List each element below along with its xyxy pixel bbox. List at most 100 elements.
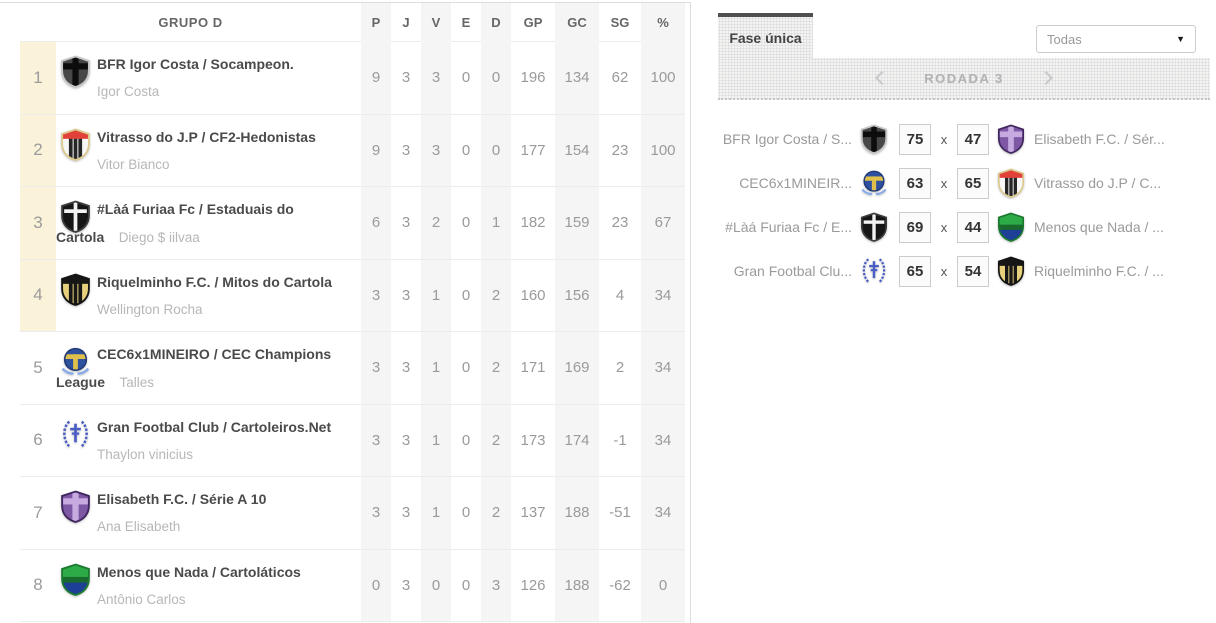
stat-j: 3 <box>401 576 411 594</box>
home-score: 75 <box>899 123 931 155</box>
team-name: BFR Igor Costa / Socampeon. <box>97 56 294 72</box>
match-row[interactable]: CEC6x1MINEIR... 63 x 65 Vitrasso do J.P … <box>718 161 1210 205</box>
stat-gc: 154 <box>555 114 599 186</box>
stat-v: 1 <box>421 477 451 549</box>
match-home-team: Gran Footbal Clu... <box>733 263 852 279</box>
position-cell: 5 <box>20 332 56 404</box>
stat-gp: 182 <box>520 214 546 232</box>
club-badge-icon <box>59 273 92 306</box>
stat-j: 3 <box>401 214 411 232</box>
stat-sg: 23 <box>611 214 629 232</box>
away-club-badge-icon <box>996 212 1026 242</box>
match-away-team: Menos que Nada / ... <box>1034 219 1164 235</box>
table-row[interactable]: 6 Gran Footbal Club / Cartoleiros.Net Th… <box>20 404 685 477</box>
col-header-sg: SG <box>610 14 630 30</box>
team-cell: Elisabeth F.C. / Série A 10 Ana Elisabet… <box>56 477 361 549</box>
table-row[interactable]: 1 BFR Igor Costa / Socampeon. Igor Costa… <box>20 42 685 115</box>
stat-pct: 34 <box>641 404 685 476</box>
home-score: 69 <box>899 211 931 243</box>
home-club-badge-icon <box>859 256 889 286</box>
stat-p: 0 <box>361 549 391 621</box>
team-cell: Riquelminho F.C. / Mitos do Cartola Well… <box>56 260 361 332</box>
match-home-team: #Làá Furiaa Fc / E... <box>725 219 852 235</box>
club-badge-icon <box>59 563 92 596</box>
club-badge-icon <box>59 200 92 233</box>
stat-gp: 171 <box>520 359 546 377</box>
position-number: 7 <box>33 502 43 522</box>
match-home-team: BFR Igor Costa / S... <box>722 131 852 147</box>
match-away-team: Vitrasso do J.P / C... <box>1034 175 1162 191</box>
stat-p: 3 <box>361 332 391 404</box>
stat-v: 3 <box>421 114 451 186</box>
team-name: Vitrasso do J.P / CF2-Hedonistas <box>97 128 316 145</box>
position-number: 2 <box>33 140 43 160</box>
manager-name: Wellington Rocha <box>97 301 203 317</box>
team-name-continued: Cartola <box>56 229 105 245</box>
away-score: 44 <box>957 211 989 243</box>
stat-v: 2 <box>421 187 451 259</box>
manager-name: Talles <box>119 375 154 390</box>
team-name: Menos que Nada / Cartoláticos <box>97 563 301 580</box>
team-name: Riquelminho F.C. / Mitos do Cartola <box>97 273 332 290</box>
stat-pct: 34 <box>641 259 685 331</box>
position-number: 8 <box>33 575 43 595</box>
previous-round-button[interactable] <box>870 68 890 88</box>
col-header-d: D <box>481 2 511 42</box>
score-separator: x <box>940 131 948 147</box>
position-number: 3 <box>33 212 43 232</box>
club-badge-icon <box>59 128 92 161</box>
position-number: 5 <box>33 357 43 377</box>
group-title: GRUPO D <box>158 14 223 30</box>
home-club-badge-icon <box>859 168 889 198</box>
stat-sg: -1 <box>613 431 627 449</box>
position-number: 6 <box>33 430 43 450</box>
team-name: CEC6x1MINEIRO / CEC Champions <box>97 346 332 362</box>
table-row[interactable]: 7 Elisabeth F.C. / Série A 10 Ana Elisab… <box>20 477 685 550</box>
club-badge-icon <box>59 345 92 378</box>
stat-d: 2 <box>481 259 511 331</box>
next-round-button[interactable] <box>1038 68 1058 88</box>
away-score: 47 <box>957 123 989 155</box>
team-cell: Gran Footbal Club / Cartoleiros.Net Thay… <box>56 405 361 477</box>
standings-section: GRUPO D P J V E D GP GC SG % 1 BFR Igor … <box>0 2 691 623</box>
stat-d: 0 <box>481 114 511 186</box>
table-row[interactable]: 4 Riquelminho F.C. / Mitos do Cartola We… <box>20 259 685 332</box>
stat-pct: 34 <box>641 477 685 549</box>
round-navigation: RODADA 3 <box>718 58 1210 100</box>
stat-pct: 34 <box>641 332 685 404</box>
col-header-j: J <box>402 14 410 30</box>
matches-panel: Fase única Todas ▼ RODADA 3 BFR Igor Cos… <box>718 13 1210 613</box>
stat-p: 3 <box>361 259 391 331</box>
table-row[interactable]: 5 CEC6x1MINEIRO / CEC Champions League T… <box>20 332 685 405</box>
team-subline: Wellington Rocha <box>97 300 361 320</box>
team-cell: Menos que Nada / Cartoláticos Antônio Ca… <box>56 550 361 622</box>
phase-filter-select[interactable]: Todas ▼ <box>1036 25 1196 53</box>
match-row[interactable]: #Làá Furiaa Fc / E... 69 x 44 Menos que … <box>718 205 1210 249</box>
tab-fase-unica[interactable]: Fase única <box>718 13 813 58</box>
away-club-badge-icon <box>996 256 1026 286</box>
home-score: 65 <box>899 255 931 287</box>
stat-gp: 126 <box>520 576 546 594</box>
position-cell: 8 <box>20 550 56 622</box>
table-row[interactable]: 8 Menos que Nada / Cartoláticos Antônio … <box>20 549 685 622</box>
stat-d: 2 <box>481 332 511 404</box>
stat-j: 3 <box>401 504 411 522</box>
col-header-gc: GC <box>555 2 599 42</box>
col-header-v: V <box>421 2 451 42</box>
position-cell: 6 <box>20 405 56 477</box>
stat-gp: 160 <box>520 286 546 304</box>
table-row[interactable]: 2 Vitrasso do J.P / CF2-Hedonistas Vitor… <box>20 114 685 187</box>
position-cell: 1 <box>20 42 56 114</box>
match-row[interactable]: Gran Footbal Clu... 65 x 54 Riquelminho … <box>718 249 1210 293</box>
home-club-badge-icon <box>859 124 889 154</box>
manager-name: Antônio Carlos <box>97 591 186 607</box>
table-row[interactable]: 3 #Làá Furiaa Fc / Estaduais do Cartola … <box>20 187 685 260</box>
match-row[interactable]: BFR Igor Costa / S... 75 x 47 Elisabeth … <box>718 117 1210 161</box>
score-separator: x <box>940 219 948 235</box>
stat-gp: 173 <box>520 431 546 449</box>
match-away-team: Riquelminho F.C. / ... <box>1034 263 1164 279</box>
stat-v: 1 <box>421 404 451 476</box>
stat-gp: 137 <box>520 504 546 522</box>
stat-e: 0 <box>461 69 471 87</box>
club-badge-icon <box>59 418 92 451</box>
